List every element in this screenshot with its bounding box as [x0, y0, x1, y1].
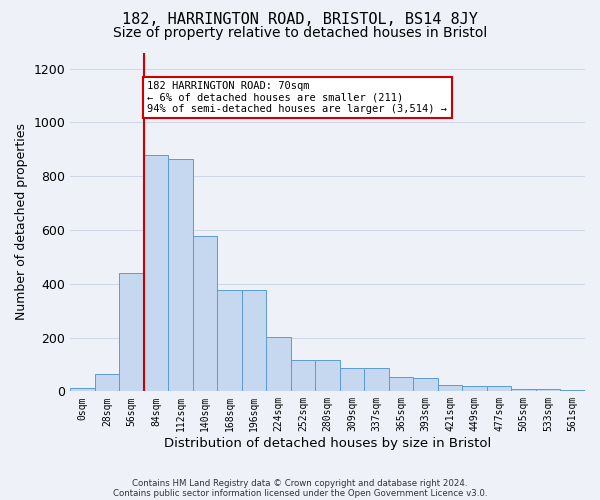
Bar [291, 360, 316, 392]
Bar [364, 368, 389, 392]
Bar [340, 368, 364, 392]
Bar [242, 290, 266, 392]
Text: 182 HARRINGTON ROAD: 70sqm
← 6% of detached houses are smaller (211)
94% of semi: 182 HARRINGTON ROAD: 70sqm ← 6% of detac… [148, 80, 448, 114]
Bar [217, 290, 242, 392]
Text: Contains HM Land Registry data © Crown copyright and database right 2024.: Contains HM Land Registry data © Crown c… [132, 478, 468, 488]
X-axis label: Distribution of detached houses by size in Bristol: Distribution of detached houses by size … [164, 437, 491, 450]
Bar [70, 388, 95, 392]
Bar [438, 386, 463, 392]
Text: Contains public sector information licensed under the Open Government Licence v3: Contains public sector information licen… [113, 488, 487, 498]
Text: Size of property relative to detached houses in Bristol: Size of property relative to detached ho… [113, 26, 487, 40]
Bar [144, 154, 169, 392]
Bar [536, 389, 560, 392]
Bar [463, 386, 487, 392]
Bar [169, 158, 193, 392]
Bar [560, 390, 585, 392]
Bar [119, 273, 144, 392]
Bar [95, 374, 119, 392]
Bar [266, 337, 291, 392]
Bar [511, 389, 536, 392]
Bar [316, 360, 340, 392]
Bar [413, 378, 438, 392]
Bar [193, 236, 217, 392]
Bar [389, 378, 413, 392]
Bar [487, 386, 511, 392]
Y-axis label: Number of detached properties: Number of detached properties [15, 124, 28, 320]
Text: 182, HARRINGTON ROAD, BRISTOL, BS14 8JY: 182, HARRINGTON ROAD, BRISTOL, BS14 8JY [122, 12, 478, 28]
